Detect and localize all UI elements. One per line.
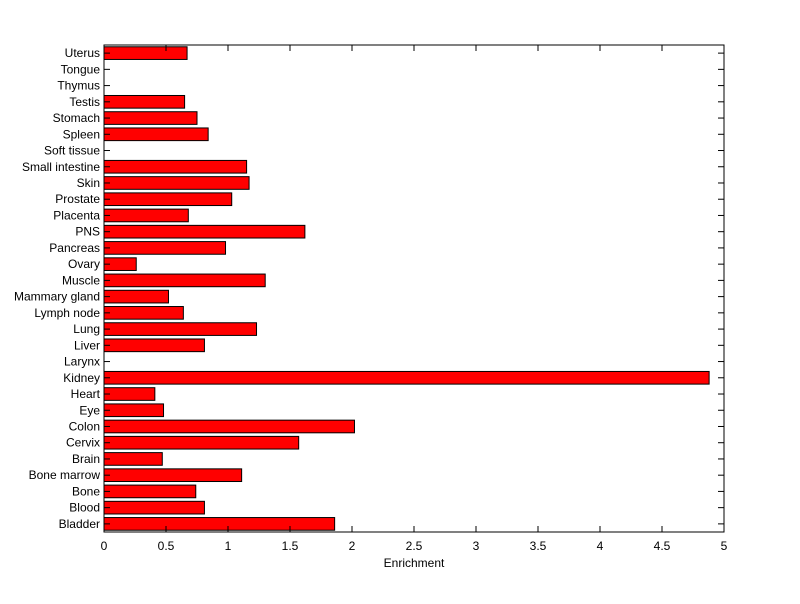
x-tick-label: 3.5 — [530, 539, 547, 553]
bar-heart — [103, 387, 156, 401]
bar-mammary-gland — [103, 289, 169, 304]
y-tick-label-larynx: Larynx — [64, 355, 100, 369]
x-axis-label: Enrichment — [384, 556, 445, 570]
y-tick-label-bone: Bone — [72, 484, 100, 498]
y-tick-label-lung: Lung — [73, 322, 100, 336]
x-tick-label: 0.5 — [158, 539, 175, 553]
bar-spleen — [103, 127, 209, 142]
bar-uterus — [103, 46, 188, 60]
y-tick-label-blood: Blood — [69, 501, 100, 515]
bar-brain — [103, 452, 163, 466]
bar-cervix — [103, 435, 300, 450]
y-tick-label-placenta: Placenta — [53, 208, 100, 222]
y-tick-label-stomach: Stomach — [53, 111, 100, 125]
bar-muscle — [103, 273, 266, 288]
bar-stomach — [103, 111, 198, 125]
bar-eye — [103, 403, 165, 418]
x-tick-label: 2 — [349, 539, 356, 553]
x-tick-label: 4 — [597, 539, 604, 553]
y-tick-label-bone-marrow: Bone marrow — [29, 468, 101, 482]
y-tick-label-muscle: Muscle — [62, 273, 100, 287]
bars-layer — [103, 46, 710, 531]
y-tick-label-uterus: Uterus — [65, 46, 100, 60]
x-tick-label: 1 — [225, 539, 232, 553]
bar-lymph-node — [103, 306, 184, 320]
x-tick-label: 0 — [101, 539, 108, 553]
y-tick-label-colon: Colon — [69, 419, 100, 433]
y-tick-label-pancreas: Pancreas — [49, 241, 100, 255]
y-tick-label-bladder: Bladder — [59, 517, 100, 531]
x-tick-label: 1.5 — [282, 539, 299, 553]
y-tick-label-spleen: Spleen — [63, 127, 100, 141]
axes-frame — [103, 44, 725, 533]
bar-bone — [103, 484, 197, 499]
bar-prostate — [103, 192, 233, 207]
x-tick-label: 3 — [473, 539, 480, 553]
y-tick-label-heart: Heart — [71, 387, 101, 401]
y-tick-label-testis: Testis — [69, 95, 100, 109]
x-tick-label: 2.5 — [406, 539, 423, 553]
bar-pancreas — [103, 241, 227, 255]
y-tick-label-skin: Skin — [77, 176, 100, 190]
bar-bone-marrow — [103, 468, 243, 483]
y-tick-label-thymus: Thymus — [57, 79, 100, 93]
bar-testis — [103, 94, 186, 109]
bar-kidney — [103, 370, 710, 385]
bar-small-intestine — [103, 159, 248, 174]
y-tick-label-liver: Liver — [74, 338, 100, 352]
bar-blood — [103, 500, 205, 515]
y-tick-label-eye: Eye — [79, 403, 100, 417]
y-tick-label-tongue: Tongue — [61, 62, 101, 76]
y-tick-label-soft-tissue: Soft tissue — [44, 144, 100, 158]
bar-colon — [103, 419, 355, 434]
bar-liver — [103, 338, 205, 353]
labels-layer: Bladder Blood Bone Bone marrow Brain Cervix Co… — [14, 46, 728, 553]
y-tick-label-lymph-node: Lymph node — [34, 306, 100, 320]
y-tick-label-mammary-gland: Mammary gland — [14, 290, 100, 304]
x-tick-label: 5 — [721, 539, 728, 553]
x-tick-label: 4.5 — [654, 539, 671, 553]
y-tick-label-ovary: Ovary — [68, 257, 100, 271]
y-tick-label-small-intestine: Small intestine — [22, 160, 100, 174]
y-tick-label-brain: Brain — [72, 452, 100, 466]
bar-pns — [103, 224, 306, 239]
bar-placenta — [103, 208, 189, 223]
bar-bladder — [103, 517, 336, 531]
bar-skin — [103, 176, 250, 190]
y-tick-label-cervix: Cervix — [66, 436, 100, 450]
bar-lung — [103, 322, 258, 336]
y-tick-label-kidney: Kidney — [63, 371, 100, 385]
y-tick-label-pns: PNS — [75, 225, 100, 239]
y-tick-label-prostate: Prostate — [55, 192, 100, 206]
